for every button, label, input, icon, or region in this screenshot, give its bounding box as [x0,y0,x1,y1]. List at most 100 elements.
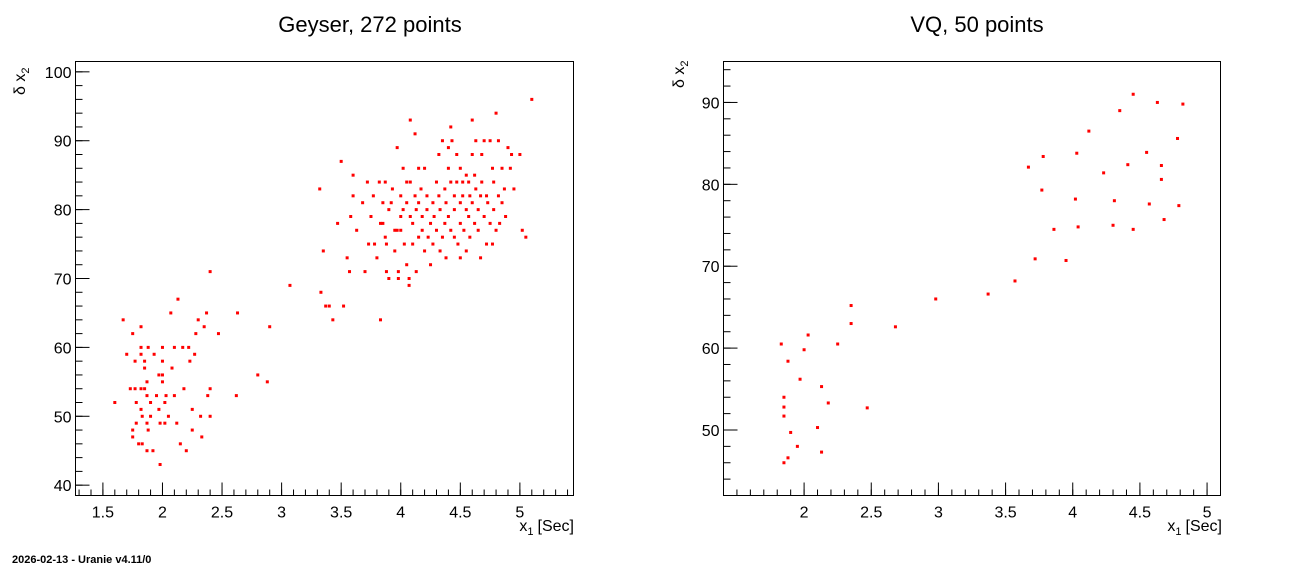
data-point [131,435,135,439]
data-point [411,221,415,225]
data-point [383,235,387,239]
data-point [443,221,447,225]
x-tick-label: 3 [934,505,943,522]
data-point [143,366,147,370]
data-point [420,228,424,232]
data-point [467,215,471,218]
data-point [1131,92,1135,96]
data-point [456,242,460,246]
data-point [395,146,399,150]
data-point [506,146,510,150]
y-tick-label: 80 [702,177,720,194]
data-point [351,173,355,177]
data-point [408,180,412,184]
data-point [449,125,453,129]
data-point [865,406,869,410]
data-point [820,385,824,389]
data-point [1112,199,1116,203]
data-point [455,153,459,156]
data-point [482,139,486,143]
data-point [134,421,138,425]
data-point [530,97,534,101]
data-point [194,332,198,336]
x-tick-label: 1.5 [92,505,114,522]
data-point [318,187,322,191]
data-point [496,194,500,198]
data-point [417,235,421,239]
data-point [178,442,182,446]
data-point [434,228,438,232]
data-point [510,153,514,156]
x-axis-label: x1 [Sec] [519,518,574,538]
data-point [446,166,450,170]
data-point [131,428,135,432]
data-point [1102,171,1106,175]
data-point [169,311,173,315]
data-point [401,208,405,212]
data-point [166,414,170,418]
data-point [139,325,143,329]
data-point [146,345,150,349]
data-point [485,194,489,198]
data-point [339,159,343,163]
data-point [849,322,853,326]
data-point [387,277,391,280]
plot-frame [723,61,1221,496]
data-point [381,201,385,205]
data-point [779,342,783,346]
data-point [1075,151,1079,155]
data-point [1040,188,1044,192]
data-point [389,201,393,205]
y-tick-label: 40 [54,478,72,495]
data-point [327,304,331,308]
data-point [170,366,174,370]
data-point [396,270,400,274]
data-point [149,414,153,418]
data-point [826,401,830,405]
data-point [163,401,167,404]
data-point [393,228,397,232]
data-point [1087,129,1091,133]
data-point [181,345,185,349]
data-point [145,421,149,425]
data-point [1181,102,1185,106]
data-point [417,201,421,205]
data-point [128,387,132,391]
data-point [399,228,403,232]
data-point [145,449,149,453]
data-point [336,221,340,225]
data-point [470,201,474,205]
data-point [461,194,465,198]
data-point [163,421,167,425]
data-point [206,394,210,398]
x-tick-label: 3.5 [994,505,1016,522]
data-point [496,139,500,143]
data-point [1145,150,1149,154]
y-tick-label: 50 [702,423,720,440]
data-point [139,407,143,411]
data-point [369,215,373,218]
chart-geyser: Geyser, 272 points 1.5 2 2.5 3 3.5 4 4.5 5 40 50 6… [12,12,574,538]
data-point [488,139,492,143]
data-point [893,325,897,329]
data-point [139,345,143,349]
data-point [345,256,349,260]
data-point [157,407,161,411]
data-point [488,221,492,225]
y-tick-label: 100 [45,65,72,82]
data-point [464,208,468,212]
data-point [473,173,477,177]
data-point [140,442,144,446]
data-point [196,318,200,322]
data-point [405,201,409,205]
data-point [256,373,260,377]
y-tick-label: 50 [54,409,72,426]
data-point [377,180,381,184]
data-point [160,359,164,363]
data-point [464,173,468,177]
data-point [485,242,489,246]
data-point [806,333,810,337]
data-point [193,352,197,356]
data-point [140,414,144,418]
